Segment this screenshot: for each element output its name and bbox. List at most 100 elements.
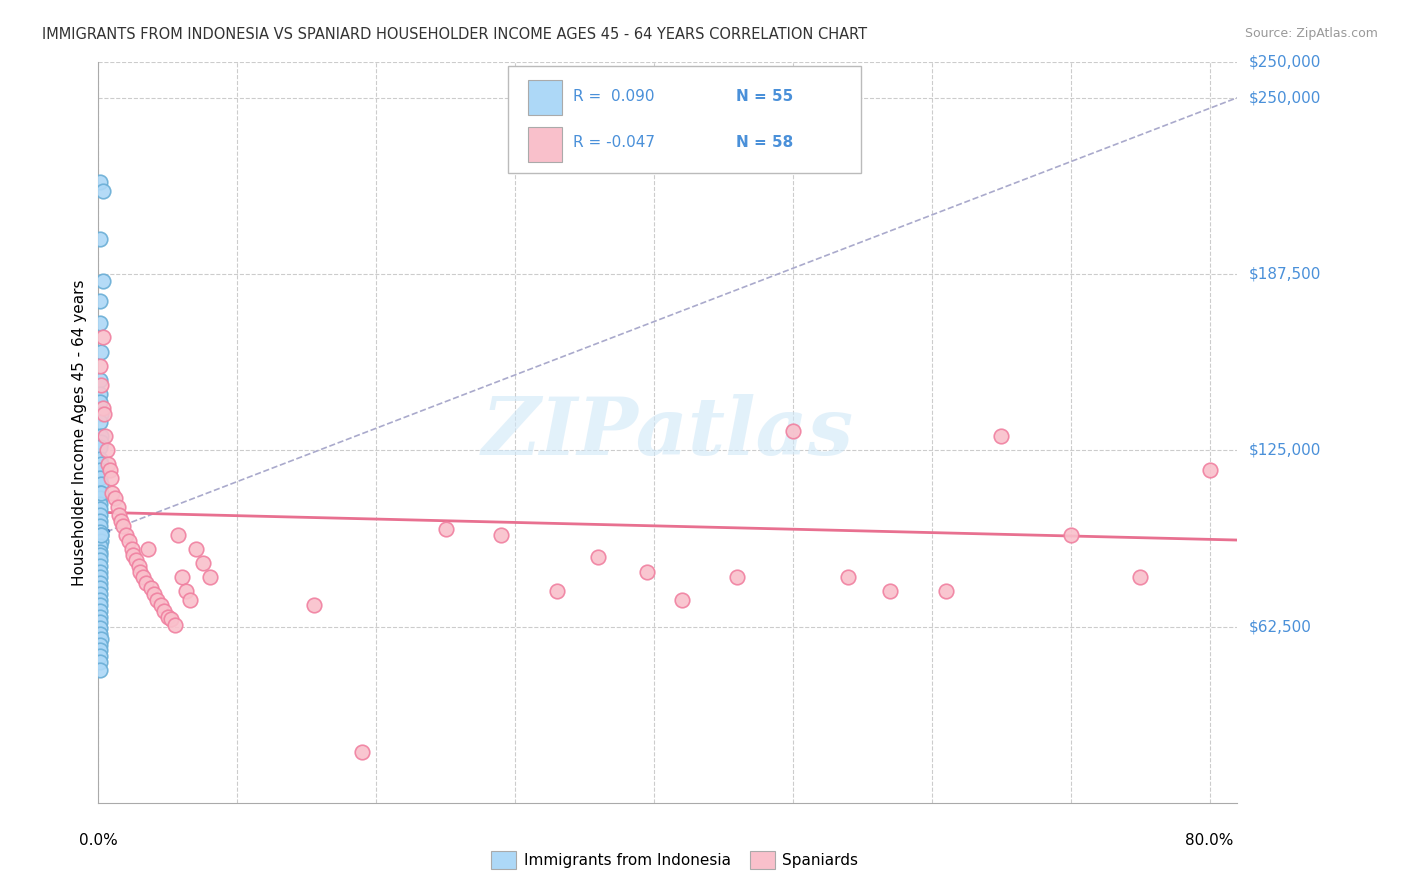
Point [89, 621, 111, 635]
Point [163, 618, 186, 632]
Point [89, 395, 111, 409]
Point [89, 451, 111, 466]
Point [166, 528, 188, 542]
Point [89, 497, 111, 511]
Point [89, 471, 111, 485]
Point [110, 514, 132, 528]
Point [96, 443, 118, 458]
Point [112, 519, 135, 533]
Text: $125,000: $125,000 [1249, 442, 1320, 458]
Point [115, 528, 138, 542]
Point [89, 545, 111, 559]
Point [89, 558, 111, 573]
Point [489, 528, 512, 542]
Point [90, 434, 112, 449]
Point [671, 592, 693, 607]
Bar [527, 127, 562, 161]
Point [89, 604, 111, 618]
Point [90, 533, 112, 548]
Point [143, 587, 166, 601]
Point [89, 609, 111, 624]
Point [1059, 528, 1081, 542]
Point [100, 471, 122, 485]
Point [89, 502, 111, 516]
Point [89, 539, 111, 553]
Text: 0.0%: 0.0% [79, 833, 118, 848]
Point [89, 415, 111, 429]
Text: $250,000: $250,000 [1249, 55, 1320, 70]
Point [91, 274, 114, 288]
Point [90, 528, 112, 542]
Point [89, 553, 111, 567]
Point [104, 491, 127, 506]
Point [352, 745, 374, 759]
Point [89, 514, 111, 528]
Bar [527, 80, 562, 115]
Point [129, 565, 152, 579]
Point [89, 524, 111, 539]
Point [89, 387, 111, 401]
Point [90, 344, 112, 359]
Point [1198, 463, 1220, 477]
Point [89, 626, 111, 640]
Point [90, 378, 112, 392]
Bar [491, 851, 516, 870]
Text: 80.0%: 80.0% [1185, 833, 1233, 848]
Point [89, 441, 111, 455]
Point [107, 500, 129, 514]
Point [89, 570, 111, 584]
Point [101, 485, 124, 500]
Point [90, 429, 112, 443]
Point [588, 550, 610, 565]
Point [98, 463, 121, 477]
Point [89, 599, 111, 613]
Text: R =  0.090: R = 0.090 [574, 89, 655, 104]
Point [90, 528, 112, 542]
Point [89, 316, 111, 330]
Point [990, 429, 1012, 443]
Point [91, 184, 114, 198]
Point [89, 592, 111, 607]
Point [89, 485, 111, 500]
Point [170, 570, 193, 584]
Y-axis label: Householder Income Ages 45 - 64 years: Householder Income Ages 45 - 64 years [72, 279, 87, 586]
Point [89, 175, 111, 189]
Point [89, 519, 111, 533]
Point [89, 463, 111, 477]
Point [97, 458, 120, 472]
Text: $62,500: $62,500 [1249, 619, 1312, 634]
Point [141, 582, 163, 596]
Bar [749, 851, 775, 870]
Point [198, 570, 221, 584]
Point [725, 570, 748, 584]
Text: ZIPatlas: ZIPatlas [482, 394, 853, 471]
FancyBboxPatch shape [509, 66, 862, 173]
Point [434, 522, 457, 536]
Point [89, 663, 111, 677]
Point [118, 533, 141, 548]
Point [138, 541, 160, 556]
Text: R = -0.047: R = -0.047 [574, 136, 655, 151]
Point [159, 612, 181, 626]
Point [108, 508, 131, 522]
Point [90, 407, 112, 421]
Text: N = 58: N = 58 [737, 136, 793, 151]
Text: $250,000: $250,000 [1249, 90, 1320, 105]
Point [191, 556, 214, 570]
Point [184, 541, 207, 556]
Point [89, 293, 111, 308]
Point [122, 548, 145, 562]
Text: IMMIGRANTS FROM INDONESIA VS SPANIARD HOUSEHOLDER INCOME AGES 45 - 64 YEARS CORR: IMMIGRANTS FROM INDONESIA VS SPANIARD HO… [42, 27, 868, 42]
Point [302, 599, 325, 613]
Point [89, 491, 111, 506]
Point [89, 373, 111, 387]
Point [89, 582, 111, 596]
Point [935, 584, 957, 599]
Point [636, 565, 658, 579]
Point [1129, 570, 1152, 584]
Point [90, 477, 112, 491]
Text: Spaniards: Spaniards [782, 853, 858, 868]
Point [879, 584, 901, 599]
Point [121, 541, 143, 556]
Point [94, 429, 117, 443]
